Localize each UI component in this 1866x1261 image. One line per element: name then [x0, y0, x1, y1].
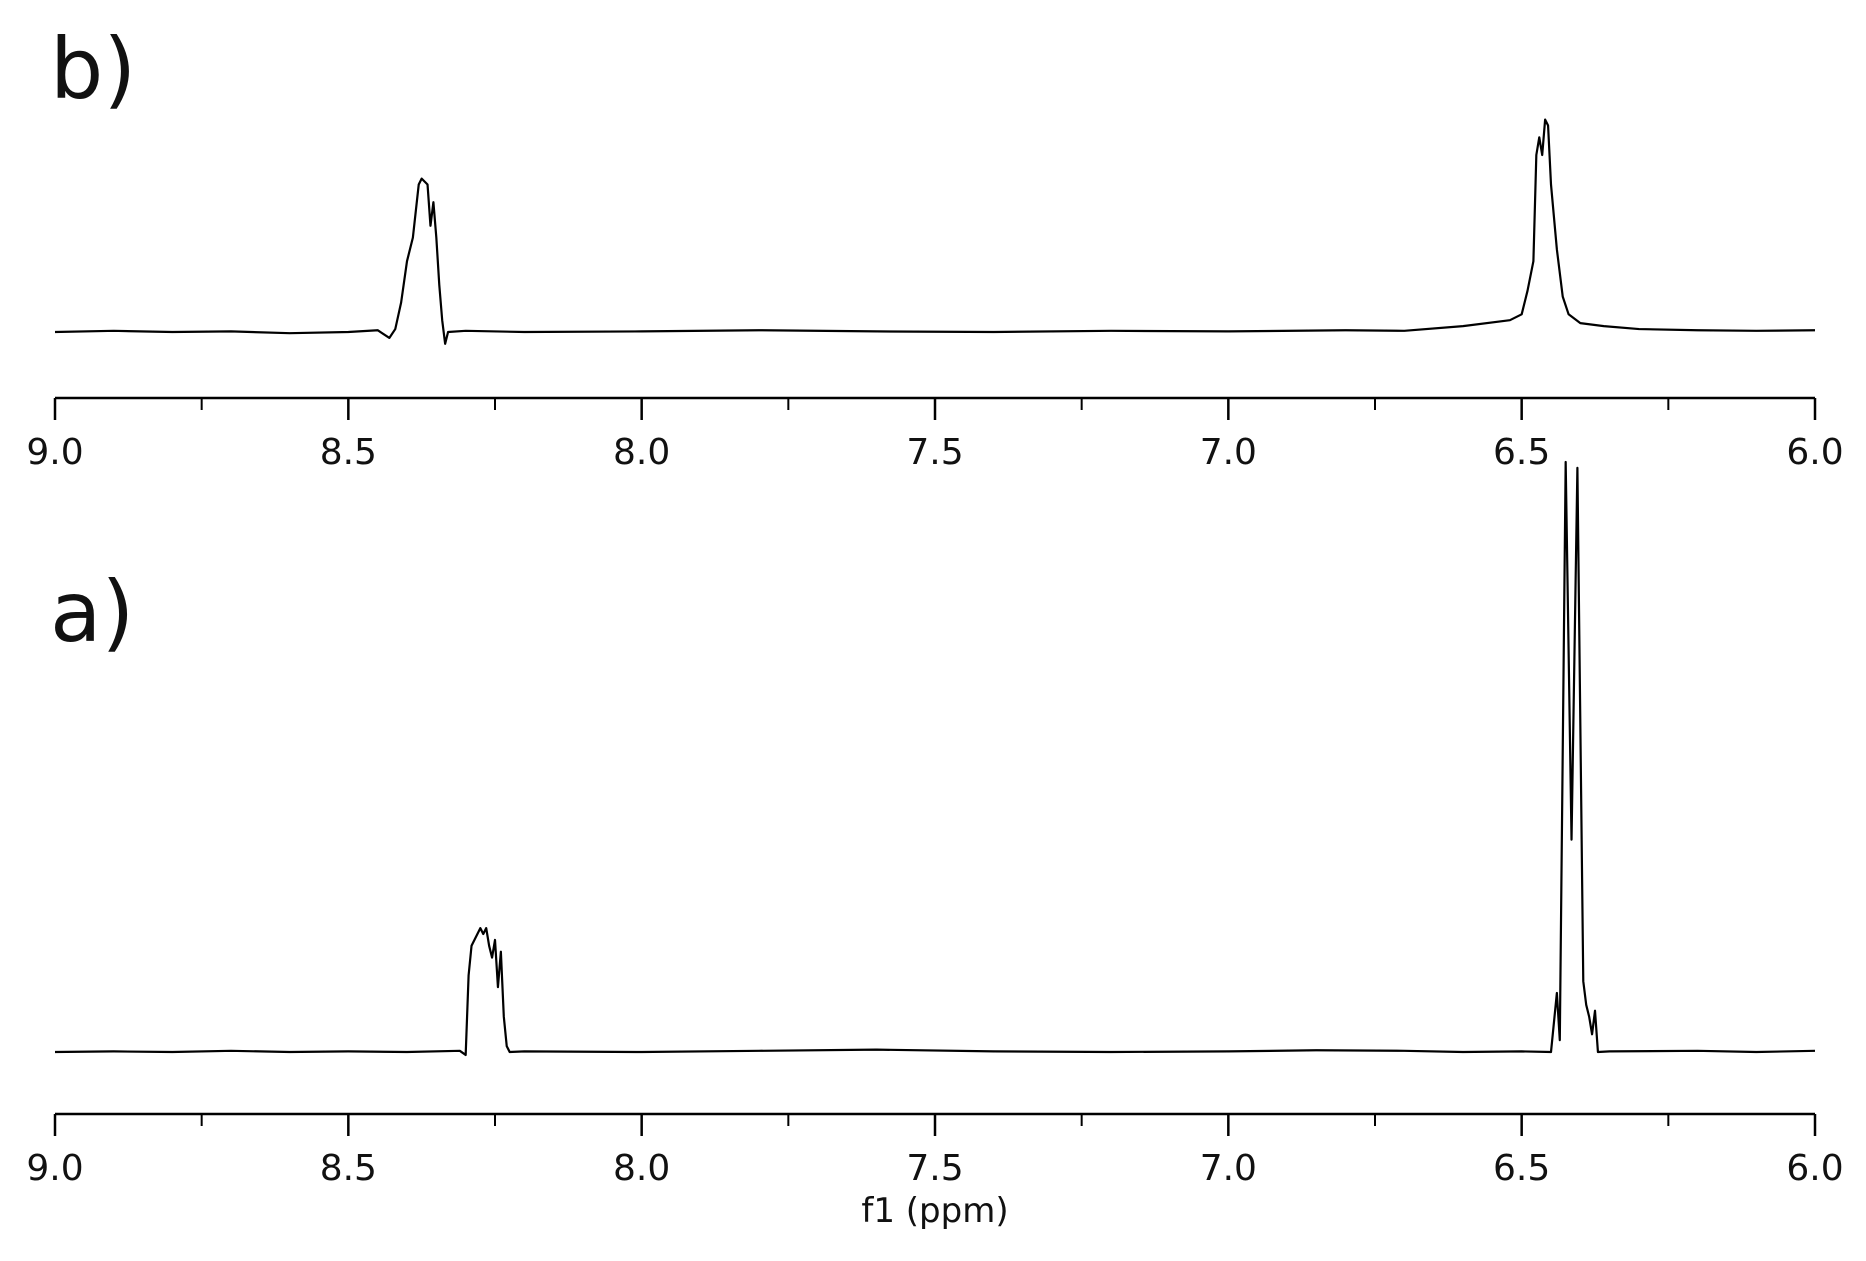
x-tick-label: 8.5 [320, 1148, 377, 1189]
x-axis-title: f1 (ppm) [861, 1191, 1008, 1231]
x-tick-label: 8.0 [613, 432, 670, 473]
x-tick-label: 7.0 [1200, 1148, 1257, 1189]
x-tick-label: 6.0 [1786, 1148, 1843, 1189]
x-tick-label: 6.5 [1493, 1148, 1550, 1189]
x-tick-label: 8.5 [320, 432, 377, 473]
x-tick-label: 6.0 [1786, 432, 1843, 473]
panel-label: b) [50, 20, 136, 118]
spectrum-line [54, 118, 1816, 345]
x-tick-label: 7.5 [906, 432, 963, 473]
x-tick-label: 7.0 [1200, 432, 1257, 473]
x-tick-label: 8.0 [613, 1148, 670, 1189]
spectrum-line [54, 460, 1816, 1057]
x-tick-label: 9.0 [26, 1148, 83, 1189]
panel-label: a) [50, 563, 134, 661]
x-tick-label: 7.5 [906, 1148, 963, 1189]
x-tick-label: 9.0 [26, 432, 83, 473]
x-tick-label: 6.5 [1493, 432, 1550, 473]
